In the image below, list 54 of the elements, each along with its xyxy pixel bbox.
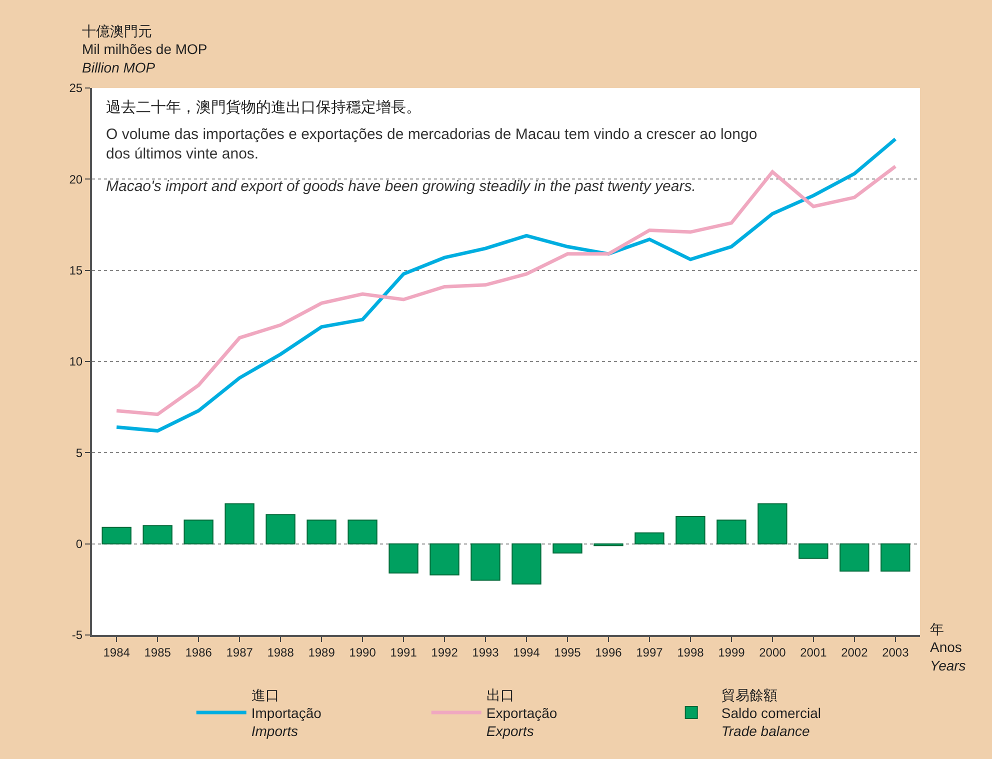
bar (512, 543, 542, 584)
y-tick-label: 25 (69, 81, 83, 96)
bar (142, 525, 172, 544)
bar (224, 503, 254, 544)
bar (266, 514, 296, 544)
bar (184, 520, 214, 544)
bar (470, 543, 500, 581)
text: 過去二十年，澳門貨物的進出口保持穩定增長。 (106, 98, 421, 116)
x-tick-label: 1991 (390, 645, 418, 660)
y-axis-title: 十億澳門元 Mil milhões de MOP Billion MOP (82, 23, 208, 76)
bar (430, 543, 460, 576)
bar (634, 532, 664, 544)
y-tick-label: 20 (69, 172, 83, 186)
x-tick-label: 1995 (554, 645, 582, 660)
x-tick-label: 1998 (677, 645, 704, 660)
bar (348, 520, 378, 544)
annotation: Macao's import and export of goods have been growing steadily in the past twenty years. (106, 178, 696, 195)
text: O volume das importações e exportações de mercadorias de Macau tem vindo a crescer ao longo dos últimos vinte anos. (106, 126, 758, 162)
y-tick-label: 5 (76, 446, 83, 460)
bar (676, 516, 706, 544)
x-tick-label: 1993 (472, 645, 500, 660)
x-tick-label: 1987 (226, 645, 254, 660)
y-tick-label: 15 (69, 264, 83, 278)
x-axis-title: 年 Anos Years (930, 621, 966, 674)
x-tick-label: 1989 (308, 645, 336, 660)
x-tick-label: 2002 (841, 645, 868, 660)
x-tick-label: 2000 (759, 645, 786, 660)
x-tick-label: 1990 (349, 645, 376, 660)
x-tick-label: 1984 (103, 645, 130, 660)
bar (388, 543, 418, 574)
legend-label: 出口 Exportação Exports (486, 686, 558, 740)
bar (880, 543, 910, 572)
y-tick-label: 10 (69, 354, 83, 369)
x-tick-label: 1988 (267, 645, 294, 660)
bar (306, 520, 336, 544)
x-tick-label: 2001 (800, 645, 828, 660)
bar (758, 503, 788, 544)
x-tick-label: 1985 (144, 645, 172, 660)
x-tick-label: 1999 (718, 645, 746, 660)
legend-label: 進口 Importação Imports (251, 686, 322, 740)
y-tick-label: -5 (72, 628, 83, 642)
y-tick-label: 0 (76, 537, 83, 552)
x-tick-label: 1986 (185, 645, 212, 660)
x-tick-label: 1996 (595, 645, 622, 660)
x-tick-label: 1997 (636, 645, 664, 660)
legend-label: 貿易餘額 Saldo comercial Trade balance (721, 686, 821, 740)
bar (552, 543, 582, 554)
bar (798, 543, 828, 559)
bar (102, 526, 132, 544)
x-tick-label: 1994 (513, 645, 540, 660)
bar (716, 520, 746, 544)
x-tick-label: 2003 (882, 645, 910, 660)
bar (840, 543, 870, 572)
x-tick-label: 1992 (431, 645, 458, 660)
